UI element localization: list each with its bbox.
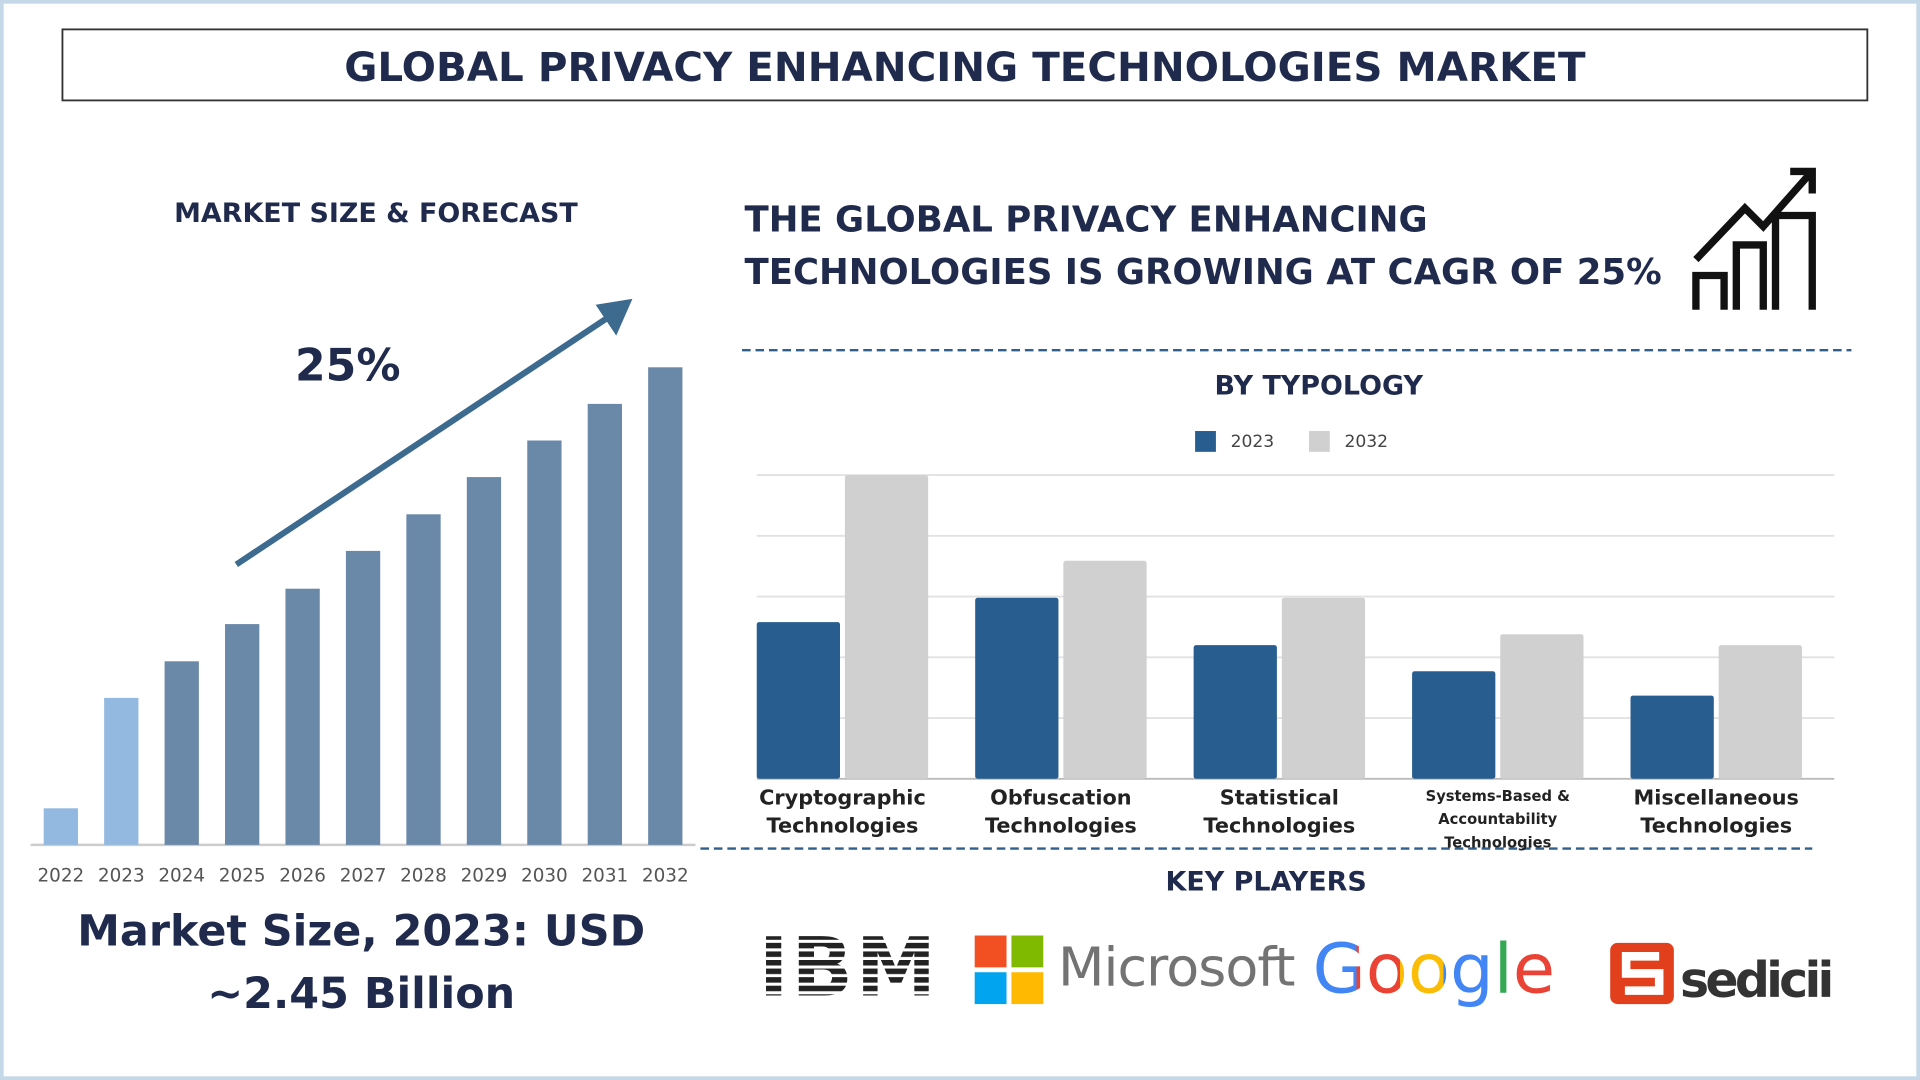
bar (1281, 597, 1366, 779)
x-tick-label: Miscellaneous Technologies (1633, 786, 1799, 839)
bar (285, 588, 320, 845)
bar (756, 622, 840, 779)
headline-box: THE GLOBAL PRIVACY ENHANCING TECHNOLOGIE… (744, 198, 1662, 293)
title-box (61, 28, 1869, 102)
x-tick-label-box: Miscellaneous Technologies (1633, 786, 1799, 839)
bar (1412, 671, 1496, 779)
sedicii-mark (1610, 942, 1674, 1005)
x-tick-label: 2025 (219, 866, 266, 887)
key-players-title: KEY PLAYERS (1165, 866, 1366, 897)
x-tick-label-box: Obfuscation Technologies (984, 786, 1137, 839)
bar (975, 597, 1059, 779)
trend-arrowhead (595, 298, 633, 336)
bar (844, 475, 929, 779)
x-tick-label-box: Cryptographic Technologies (759, 786, 926, 839)
logo-sedicii: sedicii (1680, 952, 1834, 1009)
bar (164, 661, 199, 845)
bar (1193, 645, 1277, 779)
bar (648, 367, 683, 845)
market-size-box: Market Size, 2023: USD ~2.45 Billion (77, 907, 646, 1019)
market-size-text: Market Size, 2023: USD ~2.45 Billion (77, 907, 646, 1019)
x-tick-label: Obfuscation Technologies (984, 786, 1137, 839)
x-tick-label: 2031 (581, 866, 628, 887)
x-tick-label: 2026 (279, 866, 326, 887)
legend-swatch (1308, 431, 1330, 452)
bar (1718, 645, 1802, 779)
x-tick-label: 2024 (158, 866, 205, 887)
annotation: 25% (295, 341, 401, 392)
bar (1630, 695, 1714, 779)
bar (43, 808, 78, 845)
logo-ibm: IBM (759, 921, 937, 1015)
x-tick-label: 2022 (37, 866, 84, 887)
bar (527, 440, 562, 845)
x-tick-label: Cryptographic Technologies (759, 786, 926, 839)
legend-label: 2023 (1231, 432, 1275, 452)
growth-icon (1692, 167, 1816, 310)
x-tick-label: 2027 (340, 866, 387, 887)
chart-title: MARKET SIZE & FORECAST (174, 198, 578, 229)
bar (345, 550, 381, 845)
bar (225, 624, 260, 845)
microsoft-squares (974, 935, 1044, 1005)
bar (587, 403, 622, 845)
x-tick-label: 2032 (642, 866, 689, 887)
bar (1063, 560, 1147, 779)
bar (406, 514, 441, 845)
x-tick-label: 2023 (98, 866, 145, 887)
headline: THE GLOBAL PRIVACY ENHANCING TECHNOLOGIE… (744, 198, 1662, 293)
x-tick-label: 2030 (521, 866, 568, 887)
logo-google: Google (1313, 930, 1555, 1010)
bar (1500, 634, 1584, 779)
logo-microsoft: Microsoft (1058, 936, 1296, 999)
x-tick-label: Systems-Based & Accountability Technolog… (1425, 787, 1570, 852)
bar (104, 697, 139, 845)
legend-label: 2032 (1344, 432, 1388, 452)
x-tick-label: Statistical Technologies (1203, 786, 1356, 839)
bar (466, 477, 502, 845)
trend-arrow (234, 312, 614, 568)
x-tick-label: 2029 (461, 866, 508, 887)
page-title: GLOBAL PRIVACY ENHANCING TECHNOLOGIES MA… (344, 43, 1586, 91)
legend-swatch (1195, 431, 1216, 452)
x-tick-label: 2028 (400, 866, 447, 887)
chart-title: BY TYPOLOGY (1215, 370, 1424, 401)
x-tick-label-box: Systems-Based & Accountability Technolog… (1425, 787, 1570, 852)
x-tick-label-box: Statistical Technologies (1203, 786, 1356, 839)
